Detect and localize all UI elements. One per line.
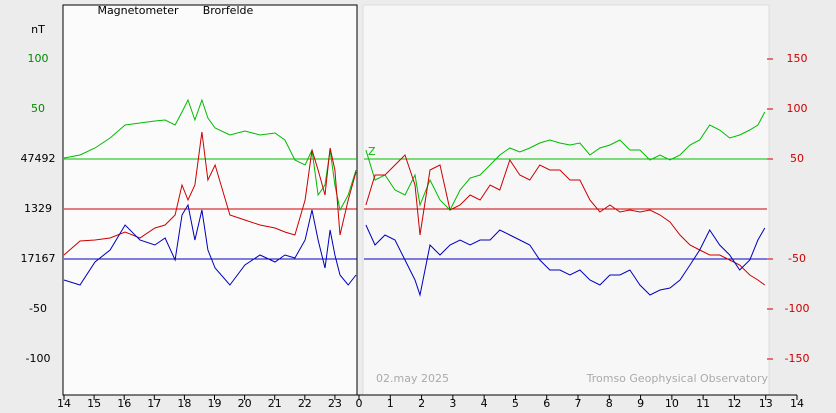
x-tick-label: 21 — [268, 397, 282, 410]
left-axis-label: -100 — [26, 352, 51, 365]
x-tick-label: 2 — [418, 397, 425, 410]
x-tick-label: 3 — [449, 397, 456, 410]
left-axis-label: 50 — [31, 102, 45, 115]
left-axis-label: 1329 — [24, 202, 52, 215]
left-axis-label: 100 — [28, 52, 49, 65]
left-panel — [62, 4, 358, 396]
y-tick-label: -100 — [785, 302, 810, 315]
x-tick-label: 11 — [696, 397, 710, 410]
data-line — [365, 154, 766, 286]
left-axis-label: 17167 — [21, 252, 56, 265]
x-tick-label: 1 — [387, 397, 394, 410]
x-tick-label: 20 — [238, 397, 252, 410]
x-tick-label: 12 — [727, 397, 741, 410]
x-tick-label: 15 — [87, 397, 101, 410]
x-tick-label: 23 — [328, 397, 342, 410]
y-axis-label: nT — [31, 23, 45, 36]
x-tick-label: 16 — [117, 397, 131, 410]
x-tick-label: 7 — [575, 397, 582, 410]
data-line — [63, 203, 357, 286]
x-tick-label: 13 — [759, 397, 773, 410]
chart-title: Magnetometer — [97, 4, 179, 17]
y-tick-label: 50 — [790, 152, 804, 165]
chart-subtitle: Brorfelde — [203, 4, 254, 17]
data-line — [63, 98, 357, 212]
x-tick-label: 5 — [512, 397, 519, 410]
x-tick-label: 17 — [147, 397, 161, 410]
y-tick-label: 100 — [787, 102, 808, 115]
data-line — [365, 111, 766, 211]
date-label: 02.may 2025 — [376, 372, 449, 385]
component-label: Z — [368, 145, 376, 158]
x-tick-label: 14 — [790, 397, 804, 410]
x-tick-label: 18 — [177, 397, 191, 410]
x-tick-label: 4 — [481, 397, 488, 410]
x-tick-label: 14 — [57, 397, 71, 410]
right-panel — [362, 4, 770, 396]
data-line — [365, 224, 766, 297]
left-axis-label: -50 — [29, 302, 47, 315]
y-tick-label: -150 — [785, 352, 810, 365]
x-tick-label: 6 — [543, 397, 550, 410]
x-tick-label: 10 — [665, 397, 679, 410]
y-tick-label: -50 — [788, 252, 806, 265]
x-tick-label: 0 — [356, 397, 363, 410]
source-label: Tromso Geophysical Observatory — [586, 372, 769, 385]
y-tick-label: 150 — [787, 52, 808, 65]
x-tick-label: 9 — [637, 397, 644, 410]
x-tick-label: 8 — [606, 397, 613, 410]
left-axis-label: 47492 — [21, 152, 56, 165]
x-tick-label: 19 — [208, 397, 222, 410]
x-tick-label: 22 — [298, 397, 312, 410]
